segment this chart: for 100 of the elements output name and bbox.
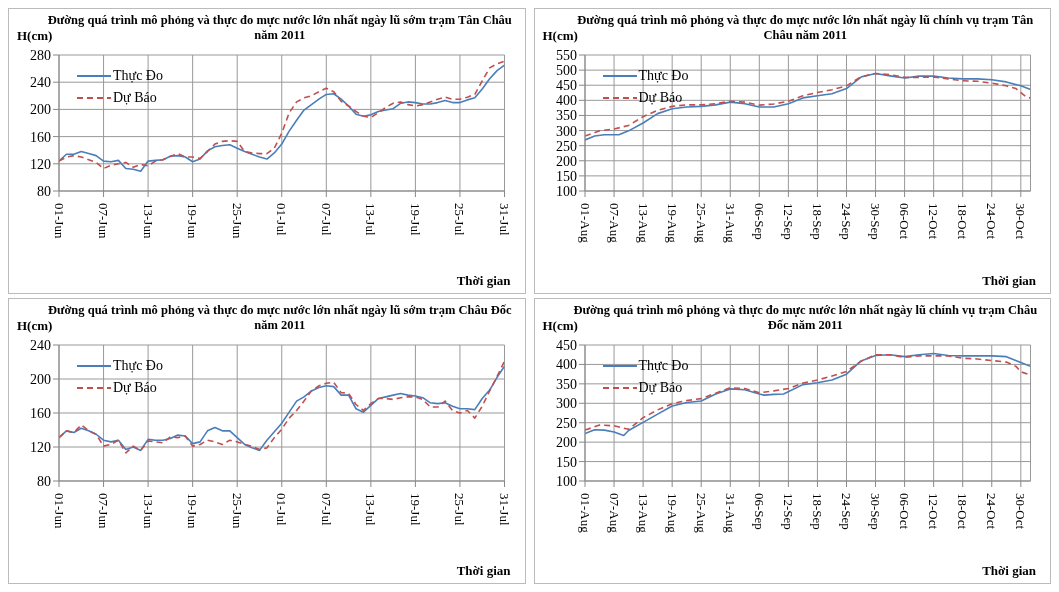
y-tick-label: 400 <box>555 357 577 373</box>
x-tick-label: 07-Aug <box>606 203 622 244</box>
x-tick-label: 06-Sep <box>751 203 767 240</box>
x-tick-label: 13-Aug <box>635 493 651 534</box>
y-tick-label: 300 <box>555 123 577 139</box>
y-tick-label: 450 <box>555 78 577 94</box>
x-tick-label: 13-Aug <box>635 203 651 244</box>
legend-label: Dự Báo <box>113 380 157 396</box>
x-tick-label: 18-Sep <box>809 203 825 240</box>
legend-label: Thực Đo <box>638 68 689 84</box>
x-axis-title: Thời gian <box>982 273 1036 289</box>
x-tick-label: 01-Aug <box>577 203 592 244</box>
x-tick-label: 07-Jun <box>96 203 112 239</box>
x-tick-label: 12-Sep <box>780 493 796 530</box>
x-tick-label: 24-Sep <box>838 493 854 530</box>
x-tick-label: 19-Aug <box>664 493 680 534</box>
x-axis-title: Thời gian <box>982 563 1036 579</box>
x-tick-label: 01-Jun <box>51 203 67 239</box>
x-tick-label: 07-Aug <box>606 493 622 534</box>
y-tick-label: 350 <box>555 108 577 124</box>
y-tick-label: 240 <box>30 337 51 353</box>
x-tick-label: 01-Jul <box>274 493 290 526</box>
x-tick-label: 25-Jul <box>452 493 468 526</box>
y-tick-label: 550 <box>555 47 577 63</box>
legend-label: Thực Đo <box>113 358 163 374</box>
x-tick-label: 18-Sep <box>809 493 825 530</box>
x-tick-label: 12-Oct <box>925 493 941 530</box>
x-tick-label: 18-Oct <box>954 493 970 530</box>
x-tick-label: 25-Aug <box>693 493 709 534</box>
x-tick-label: 13-Jul <box>363 203 379 236</box>
x-tick-label: 12-Sep <box>780 203 796 240</box>
x-tick-label: 24-Oct <box>983 493 999 530</box>
y-axis-title: H(cm) <box>17 28 53 44</box>
y-tick-label: 450 <box>555 337 577 353</box>
x-tick-label: 19-Jul <box>407 203 423 236</box>
y-tick-label: 300 <box>555 396 577 412</box>
x-tick-label: 06-Sep <box>751 493 767 530</box>
legend-label: Dự Báo <box>113 90 157 106</box>
x-tick-label: 31-Aug <box>722 493 738 534</box>
legend-label: Thực Đo <box>113 68 163 84</box>
y-tick-label: 200 <box>30 371 51 387</box>
x-tick-label: 13-Jun <box>140 203 156 239</box>
y-tick-label: 500 <box>555 63 577 79</box>
y-tick-label: 150 <box>555 168 577 184</box>
y-tick-label: 250 <box>555 138 577 154</box>
y-tick-label: 100 <box>555 473 577 489</box>
x-tick-label: 07-Jul <box>318 493 334 526</box>
x-tick-label: 01-Jun <box>51 493 67 529</box>
legend-label: Dự Báo <box>638 90 683 106</box>
x-tick-label: 19-Aug <box>664 203 680 244</box>
y-tick-label: 150 <box>555 454 577 470</box>
y-tick-label: 280 <box>30 47 51 63</box>
x-tick-label: 30-Sep <box>867 203 883 240</box>
x-tick-label: 25-Jun <box>229 493 245 529</box>
x-tick-label: 25-Jun <box>229 203 245 239</box>
y-tick-label: 100 <box>555 183 577 199</box>
y-tick-label: 120 <box>30 156 51 172</box>
y-tick-label: 200 <box>30 102 51 118</box>
x-tick-label: 25-Jul <box>452 203 468 236</box>
x-tick-label: 31-Aug <box>722 203 738 244</box>
y-tick-label: 160 <box>30 129 51 145</box>
x-tick-label: 30-Oct <box>1012 493 1028 530</box>
y-tick-label: 120 <box>30 439 51 455</box>
chart-title: Đường quá trình mô phỏng và thực đo mực nước lớn nhất ngày lũ chính vụ trạm Tân Châu năm 2011 <box>577 13 1034 42</box>
x-tick-label: 06-Oct <box>896 203 912 240</box>
x-axis-title: Thời gian <box>456 563 511 579</box>
y-tick-label: 350 <box>555 376 577 392</box>
y-tick-label: 250 <box>555 415 577 431</box>
x-tick-label: 12-Oct <box>925 203 941 240</box>
y-tick-label: 240 <box>30 75 51 91</box>
x-tick-label: 13-Jun <box>140 493 156 529</box>
y-tick-label: 400 <box>555 93 577 109</box>
x-tick-label: 19-Jun <box>185 203 201 239</box>
x-tick-label: 06-Oct <box>896 493 912 530</box>
x-tick-label: 18-Oct <box>954 203 970 240</box>
x-tick-label: 25-Aug <box>693 203 709 244</box>
y-tick-label: 160 <box>30 405 51 421</box>
x-tick-label: 07-Jun <box>96 493 112 529</box>
x-tick-label: 01-Aug <box>577 493 592 534</box>
x-tick-label: 31-Jul <box>497 493 512 526</box>
legend-label: Thực Đo <box>638 358 689 374</box>
y-tick-label: 200 <box>555 435 577 451</box>
x-tick-label: 19-Jun <box>185 493 201 529</box>
x-tick-label: 01-Jul <box>274 203 290 236</box>
x-tick-label: 19-Jul <box>407 493 423 526</box>
y-tick-label: 80 <box>37 183 51 199</box>
x-tick-label: 31-Jul <box>497 203 512 236</box>
x-axis-title: Thời gian <box>456 273 511 289</box>
y-axis-title: H(cm) <box>542 28 578 44</box>
legend-label: Dự Báo <box>638 380 683 396</box>
y-axis-title: H(cm) <box>17 318 53 334</box>
x-tick-label: 13-Jul <box>363 493 379 526</box>
x-tick-label: 24-Oct <box>983 203 999 240</box>
y-tick-label: 200 <box>555 153 577 169</box>
x-tick-label: 07-Jul <box>318 203 334 236</box>
y-axis-title: H(cm) <box>542 318 578 334</box>
y-tick-label: 80 <box>37 473 51 489</box>
x-tick-label: 30-Oct <box>1012 203 1028 240</box>
x-tick-label: 24-Sep <box>838 203 854 240</box>
x-tick-label: 30-Sep <box>867 493 883 530</box>
